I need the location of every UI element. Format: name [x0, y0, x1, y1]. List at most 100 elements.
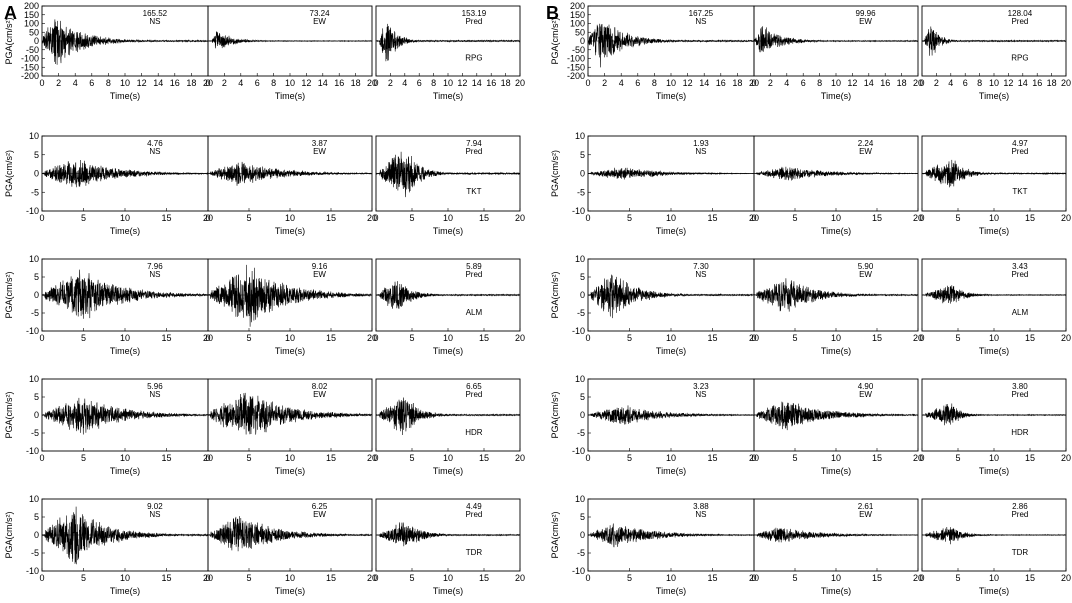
x-tick-label: 0	[205, 78, 210, 88]
x-axis-label: Time(s)	[275, 91, 305, 101]
y-tick-label: -50	[26, 45, 39, 55]
waveform-trace	[587, 523, 755, 548]
waveform-trace	[753, 401, 919, 431]
y-tick-label: 5	[34, 512, 39, 522]
x-tick-label: 8	[271, 78, 276, 88]
x-tick-label: 20	[515, 453, 525, 463]
y-tick-label: 0	[580, 36, 585, 46]
x-tick-label: 0	[373, 333, 378, 343]
x-tick-label: 18	[351, 78, 361, 88]
x-tick-label: 4	[619, 78, 624, 88]
x-tick-label: 0	[585, 573, 590, 583]
component-name: Pred	[465, 510, 482, 519]
x-tick-label: 10	[285, 78, 295, 88]
component-name: NS	[149, 510, 160, 519]
x-tick-label: 14	[699, 78, 709, 88]
y-tick-label: 10	[575, 131, 585, 141]
peak-value: 4.97	[1012, 139, 1028, 148]
peak-value: 3.43	[1012, 262, 1028, 271]
y-tick-label: 0	[34, 290, 39, 300]
x-tick-label: 5	[627, 213, 632, 223]
x-tick-label: 20	[367, 78, 377, 88]
x-tick-label: 8	[431, 78, 436, 88]
x-tick-label: 18	[897, 78, 907, 88]
x-tick-label: 18	[732, 78, 742, 88]
peak-value: 128.04	[1008, 9, 1033, 18]
y-tick-label: -10	[572, 206, 585, 216]
x-tick-label: 0	[919, 573, 924, 583]
x-tick-label: 15	[479, 213, 489, 223]
y-tick-label: 5	[580, 272, 585, 282]
x-tick-label: 5	[81, 453, 86, 463]
y-axis-label: PGA(cm/s²)	[4, 272, 14, 319]
x-tick-label: 20	[203, 213, 213, 223]
x-tick-label: 14	[472, 78, 482, 88]
x-tick-label: 5	[409, 213, 414, 223]
x-axis-label: Time(s)	[821, 226, 851, 236]
x-tick-label: 0	[205, 573, 210, 583]
x-tick-label: 12	[457, 78, 467, 88]
x-tick-label: 0	[205, 453, 210, 463]
x-tick-label: 5	[627, 573, 632, 583]
y-tick-label: 5	[34, 392, 39, 402]
y-tick-label: 10	[29, 254, 39, 264]
x-tick-label: 5	[627, 453, 632, 463]
waveform-trace	[753, 26, 919, 53]
x-axis-label: Time(s)	[433, 586, 463, 596]
x-axis-label: Time(s)	[656, 346, 686, 356]
x-tick-label: 16	[1032, 78, 1042, 88]
peak-value: 6.65	[466, 382, 482, 391]
x-axis-label: Time(s)	[110, 346, 140, 356]
x-tick-label: 10	[443, 333, 453, 343]
x-tick-label: 10	[666, 453, 676, 463]
x-axis-label: Time(s)	[821, 466, 851, 476]
x-tick-label: 10	[666, 78, 676, 88]
x-tick-label: 2	[768, 78, 773, 88]
peak-value: 5.89	[466, 262, 482, 271]
x-axis-label: Time(s)	[110, 466, 140, 476]
station-code: TDR	[1012, 548, 1029, 557]
x-tick-label: 8	[652, 78, 657, 88]
x-tick-label: 10	[285, 213, 295, 223]
panel-label-B: B	[546, 3, 559, 23]
waveform-trace	[41, 19, 209, 65]
y-tick-label: -10	[26, 446, 39, 456]
x-tick-label: 10	[831, 573, 841, 583]
peak-value: 7.30	[693, 262, 709, 271]
y-axis-label: PGA(cm/s²)	[550, 272, 560, 319]
x-tick-label: 5	[792, 573, 797, 583]
x-tick-label: 0	[39, 333, 44, 343]
x-tick-label: 4	[948, 78, 953, 88]
x-tick-label: 5	[792, 213, 797, 223]
x-tick-label: 14	[318, 78, 328, 88]
y-tick-label: -10	[26, 326, 39, 336]
y-tick-label: -10	[572, 326, 585, 336]
x-tick-label: 10	[831, 78, 841, 88]
y-tick-label: 200	[24, 1, 39, 11]
y-tick-label: 100	[570, 19, 585, 29]
row-alm: PGA(cm/s²) 0 5 10 15 20 Time(s) -10 -5 0 5 10 7.96NS…	[4, 254, 525, 356]
x-tick-label: 0	[373, 453, 378, 463]
x-tick-label: 20	[1061, 453, 1071, 463]
component-name: EW	[859, 510, 872, 519]
peak-value: 153.19	[462, 9, 487, 18]
x-tick-label: 20	[1061, 573, 1071, 583]
x-tick-label: 16	[716, 78, 726, 88]
x-tick-label: 10	[120, 333, 130, 343]
x-axis-label: Time(s)	[275, 226, 305, 236]
x-tick-label: 5	[246, 213, 251, 223]
x-tick-label: 0	[585, 78, 590, 88]
waveform-trace	[207, 392, 373, 435]
x-tick-label: 10	[831, 213, 841, 223]
component-name: EW	[859, 147, 872, 156]
waveform-trace	[207, 31, 372, 49]
y-tick-label: 0	[580, 169, 585, 179]
x-tick-label: 0	[751, 78, 756, 88]
x-tick-label: 2	[222, 78, 227, 88]
